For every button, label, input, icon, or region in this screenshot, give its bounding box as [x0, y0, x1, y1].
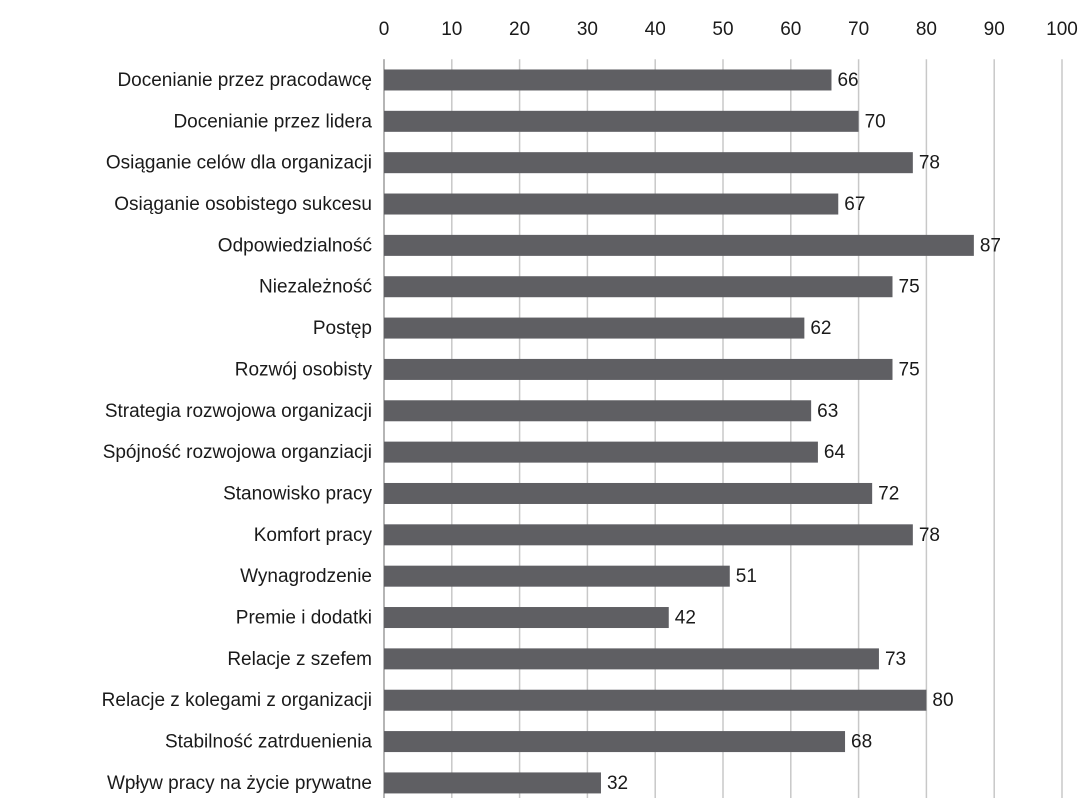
- bar: [384, 358, 893, 380]
- x-tick-label: 10: [441, 19, 462, 40]
- y-tick-label: Stanowisko pracy: [223, 483, 372, 504]
- bar: [384, 648, 879, 670]
- bar: [384, 193, 839, 215]
- x-tick-label: 0: [379, 19, 390, 40]
- y-tick-label: Relacje z kolegami z organizacji: [102, 690, 372, 711]
- value-label: 80: [932, 690, 953, 711]
- x-tick-label: 30: [577, 19, 598, 40]
- y-tick-label: Docenianie przez lidera: [173, 111, 372, 132]
- x-tick-label: 40: [645, 19, 666, 40]
- y-tick-label: Niezależność: [259, 277, 372, 298]
- bar: [384, 400, 812, 422]
- value-label: 32: [607, 773, 628, 794]
- value-label: 72: [878, 483, 899, 504]
- x-tick-label: 20: [509, 19, 530, 40]
- value-label: 62: [810, 318, 831, 339]
- bar: [384, 689, 927, 711]
- bar: [384, 69, 832, 91]
- bar: [384, 110, 859, 132]
- y-tick-label: Premie i dodatki: [236, 608, 372, 629]
- bar: [384, 524, 913, 546]
- y-tick-label: Wpływ pracy na życie prywatne: [107, 773, 372, 794]
- bar: [384, 565, 730, 587]
- y-tick-label: Relacje z szefem: [227, 649, 372, 670]
- bar: [384, 152, 913, 174]
- value-label: 42: [675, 608, 696, 629]
- value-label: 66: [837, 70, 858, 91]
- x-tick-label: 60: [780, 19, 801, 40]
- value-label: 75: [899, 277, 920, 298]
- y-tick-label: Komfort pracy: [254, 525, 373, 546]
- bar: [384, 731, 846, 753]
- value-label: 68: [851, 732, 872, 753]
- bar: [384, 317, 805, 339]
- value-label: 63: [817, 401, 838, 422]
- x-tick-label: 80: [916, 19, 937, 40]
- x-tick-label: 50: [712, 19, 733, 40]
- value-label: 78: [919, 525, 940, 546]
- bar: [384, 482, 873, 504]
- y-tick-label: Osiąganie osobistego sukcesu: [114, 194, 372, 215]
- y-tick-label: Odpowiedzialność: [218, 235, 372, 256]
- value-label: 67: [844, 194, 865, 215]
- y-tick-label: Postęp: [313, 318, 372, 339]
- y-tick-label: Stabilność zatrduenienia: [165, 732, 372, 753]
- x-tick-label: 90: [984, 19, 1005, 40]
- y-tick-label: Strategia rozwojowa organizacji: [105, 401, 372, 422]
- value-label: 78: [919, 153, 940, 174]
- bar: [384, 276, 893, 298]
- value-label: 51: [736, 566, 757, 587]
- y-tick-label: Wynagrodzenie: [240, 566, 372, 587]
- bar: [384, 607, 669, 629]
- value-label: 75: [899, 359, 920, 380]
- y-tick-label: Spójność rozwojowa organziacji: [103, 442, 372, 463]
- value-label: 73: [885, 649, 906, 670]
- value-label: 70: [865, 111, 886, 132]
- value-label: 87: [980, 235, 1001, 256]
- x-tick-label: 70: [848, 19, 869, 40]
- y-tick-label: Rozwój osobisty: [235, 359, 373, 380]
- bar: [384, 441, 818, 463]
- value-label: 64: [824, 442, 846, 463]
- x-tick-label: 100: [1046, 19, 1078, 40]
- y-tick-label: Docenianie przez pracodawcę: [117, 70, 372, 91]
- bar: [384, 234, 974, 256]
- y-tick-label: Osiąganie celów dla organizacji: [106, 153, 372, 174]
- bar: [384, 772, 601, 794]
